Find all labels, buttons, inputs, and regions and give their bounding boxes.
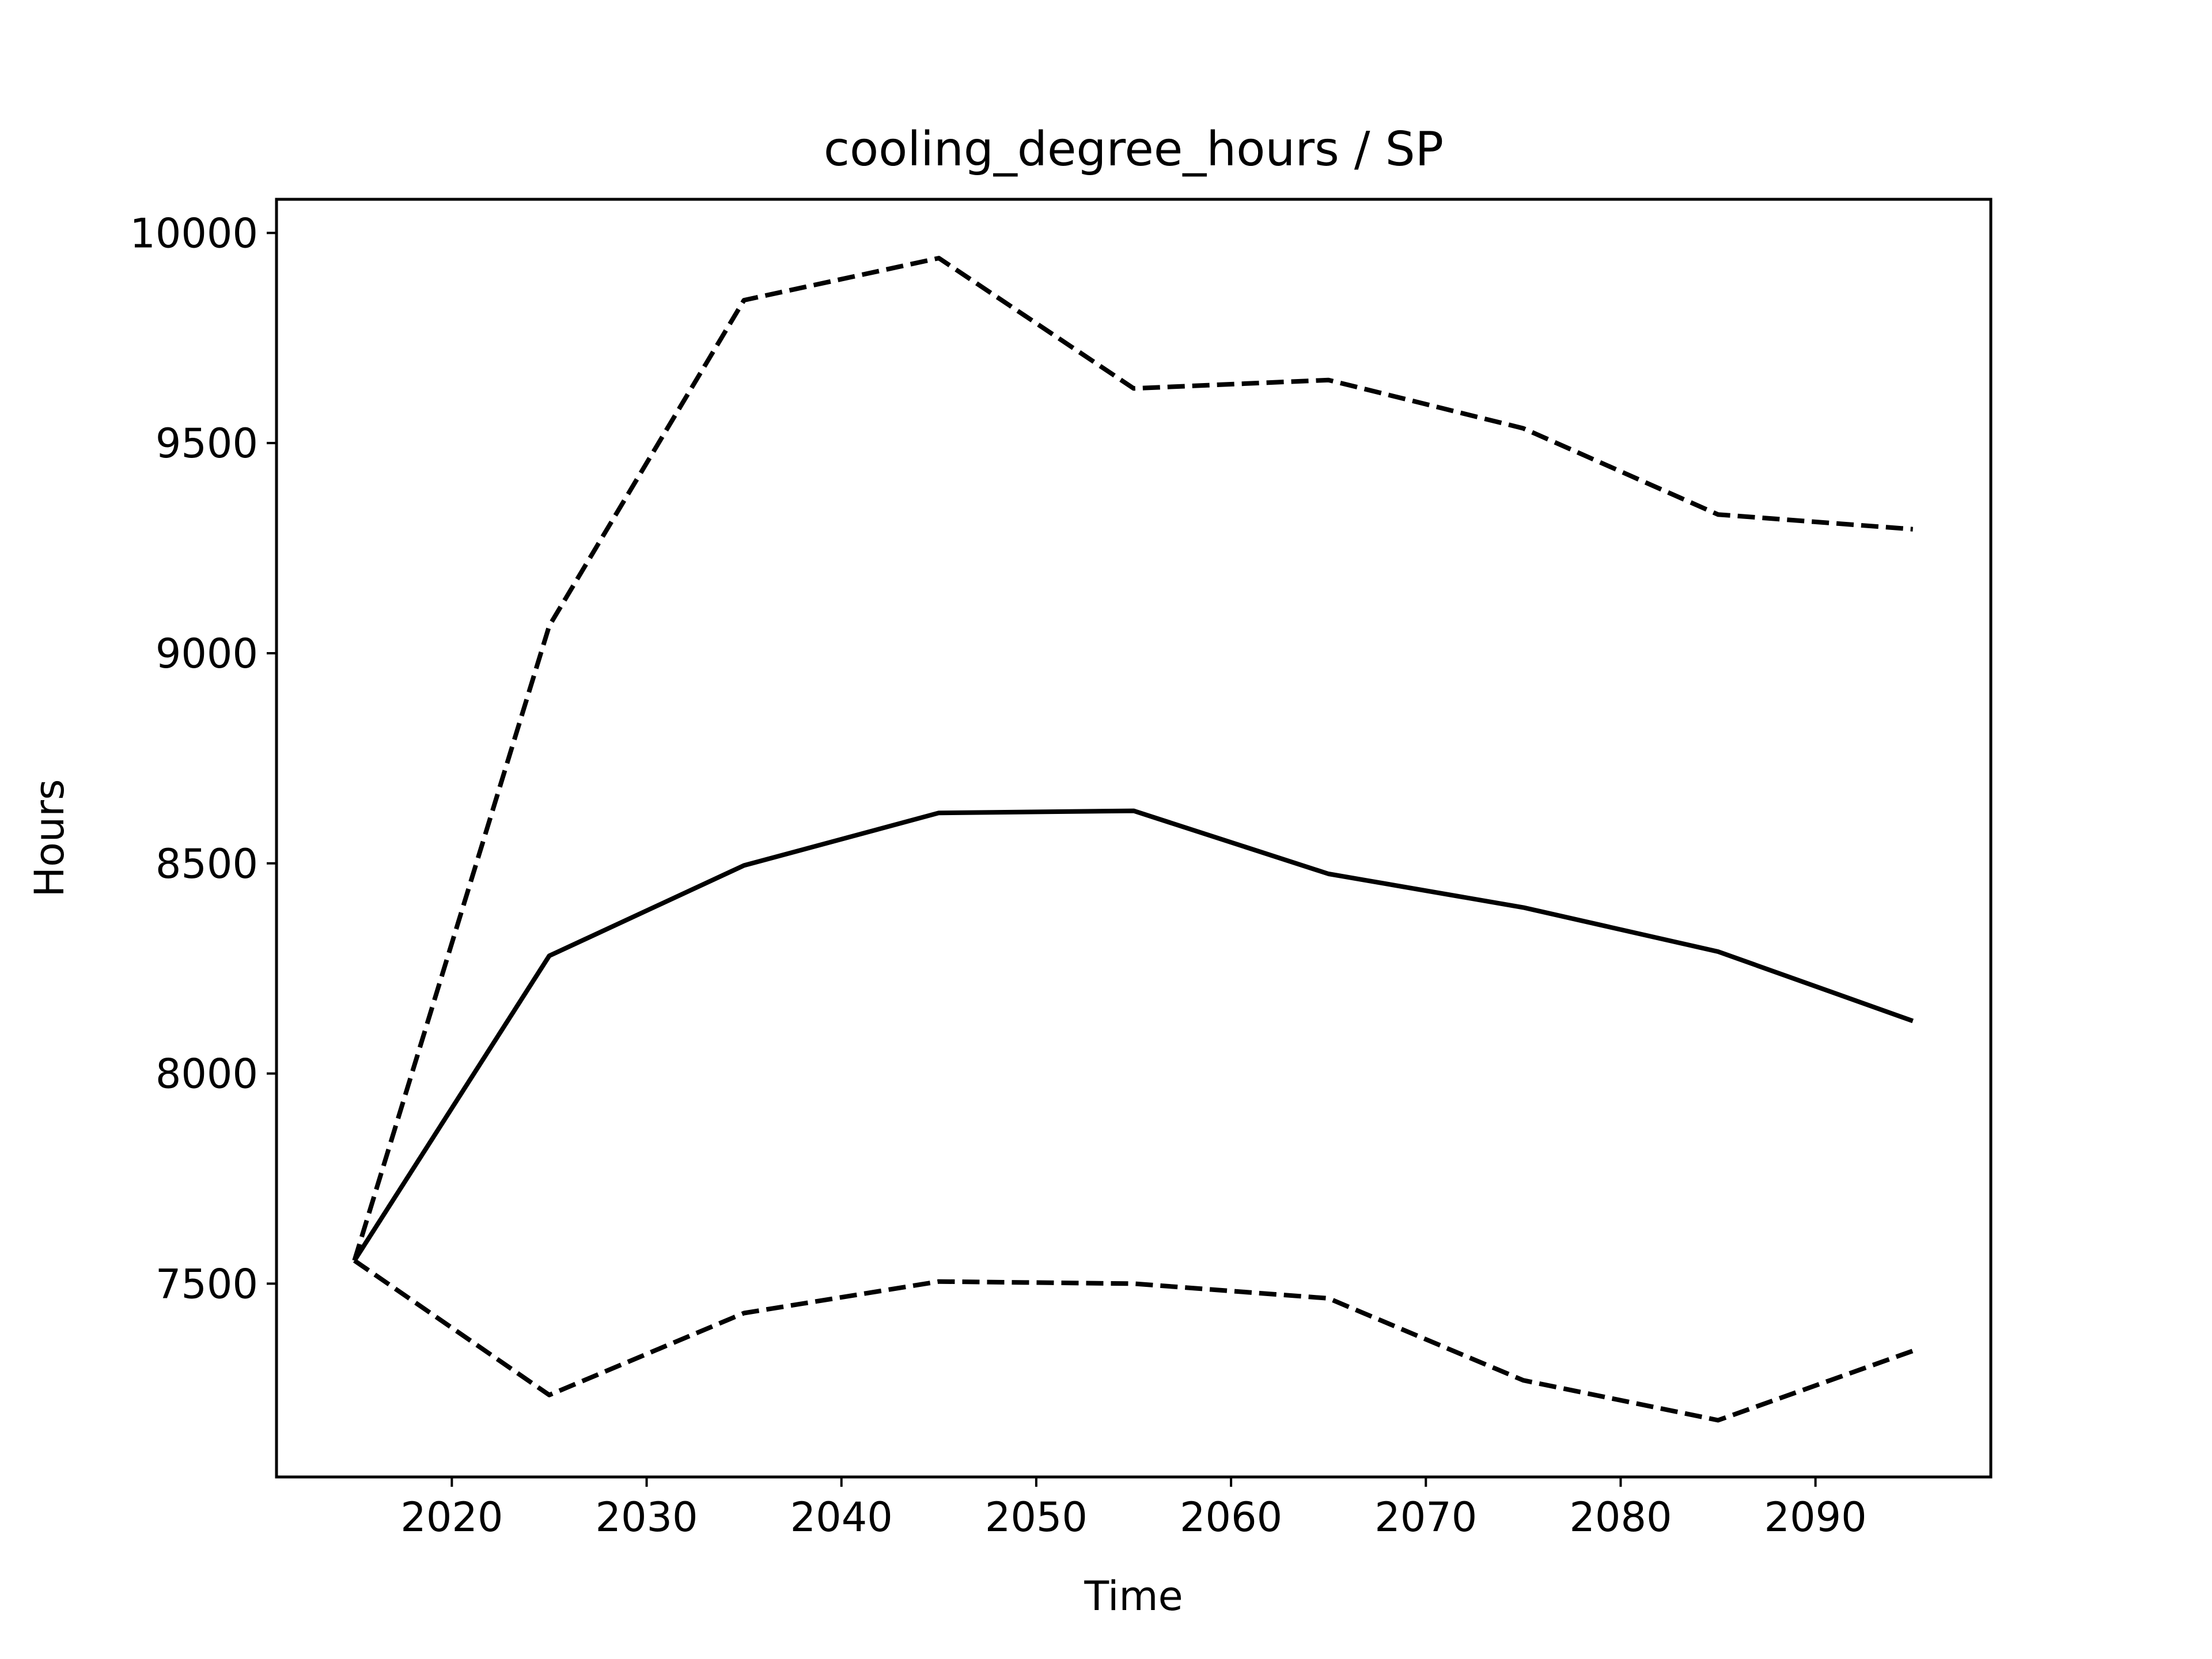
x-axis-label: Time xyxy=(1084,1573,1183,1620)
x-tick-label: 2050 xyxy=(985,1494,1088,1541)
y-tick-label: 9000 xyxy=(156,630,258,677)
y-tick-label: 8000 xyxy=(156,1051,258,1098)
x-tick-label: 2020 xyxy=(400,1494,503,1541)
chart-title: cooling_degree_hours / SP xyxy=(824,122,1444,177)
y-tick-label: 9500 xyxy=(156,420,258,467)
x-tick-label: 2080 xyxy=(1569,1494,1672,1541)
solid-series-line-0 xyxy=(352,808,1914,1262)
plot-frame xyxy=(275,198,1993,1479)
x-tick-label: 2090 xyxy=(1764,1494,1867,1541)
dashed-series-line-1 xyxy=(352,256,1914,1262)
x-axis: 2020 2030 2040 2050 2060 2070 2080 2090 xyxy=(400,1477,1867,1541)
y-tick-label: 8500 xyxy=(156,840,258,888)
y-tick-label: 10000 xyxy=(130,210,258,257)
y-axis: 7500 8000 8500 9000 9500 10000 xyxy=(130,210,276,1308)
series-layer xyxy=(352,256,1914,1423)
x-tick-label: 2030 xyxy=(595,1494,698,1541)
y-axis-label: Hours xyxy=(26,779,73,897)
x-tick-label: 2040 xyxy=(790,1494,893,1541)
x-tick-label: 2060 xyxy=(1180,1494,1282,1541)
y-tick-label: 7500 xyxy=(156,1260,258,1308)
x-tick-label: 2070 xyxy=(1374,1494,1477,1541)
dashed-series-line-2 xyxy=(353,1259,1914,1423)
